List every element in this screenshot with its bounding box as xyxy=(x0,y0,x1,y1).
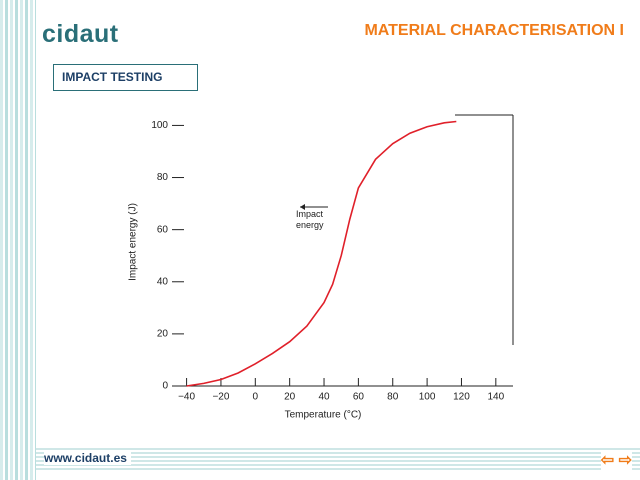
y-axis-label: Impact energy (J) xyxy=(128,203,139,281)
y-tick-label: 20 xyxy=(157,329,169,340)
x-tick-label: 40 xyxy=(318,392,330,403)
chart: Temperature (°C) Impact energy (J) 0 20 40… xyxy=(128,114,514,421)
x-tick-label: −20 xyxy=(212,392,229,403)
x-tick-label: 60 xyxy=(353,392,365,403)
y-tick-label: 60 xyxy=(157,224,169,235)
y-tick-label: 80 xyxy=(157,172,169,183)
x-tick-label: 100 xyxy=(419,392,436,403)
y-tick-label: 0 xyxy=(162,381,168,392)
section-label: IMPACT TESTING xyxy=(53,64,198,91)
data-line xyxy=(186,120,457,387)
x-tick-label: 140 xyxy=(487,392,504,403)
logo: cidaut xyxy=(42,20,119,48)
annotation-arrowhead xyxy=(300,204,305,210)
x-axis-label: Temperature (°C) xyxy=(285,410,362,421)
x-tick-label: 120 xyxy=(453,392,470,403)
footer-stripes xyxy=(36,448,640,470)
x-tick-label: −40 xyxy=(178,392,195,403)
x-tick-label: 20 xyxy=(284,392,296,403)
x-tick-label: 80 xyxy=(387,392,399,403)
side-stripes xyxy=(0,0,36,480)
y-tick-label: 40 xyxy=(157,276,169,287)
x-tick-label: 0 xyxy=(253,392,259,403)
annotation-box: Impact energy xyxy=(296,209,324,230)
nav-arrows[interactable]: ⇦ ⇨ xyxy=(600,450,632,470)
y-tick-label: 100 xyxy=(151,120,168,131)
footer-url: www.cidaut.es xyxy=(44,451,131,465)
slide-title: MATERIAL CHARACTERISATION I xyxy=(364,22,624,39)
annotation: Impact energy xyxy=(296,209,324,230)
